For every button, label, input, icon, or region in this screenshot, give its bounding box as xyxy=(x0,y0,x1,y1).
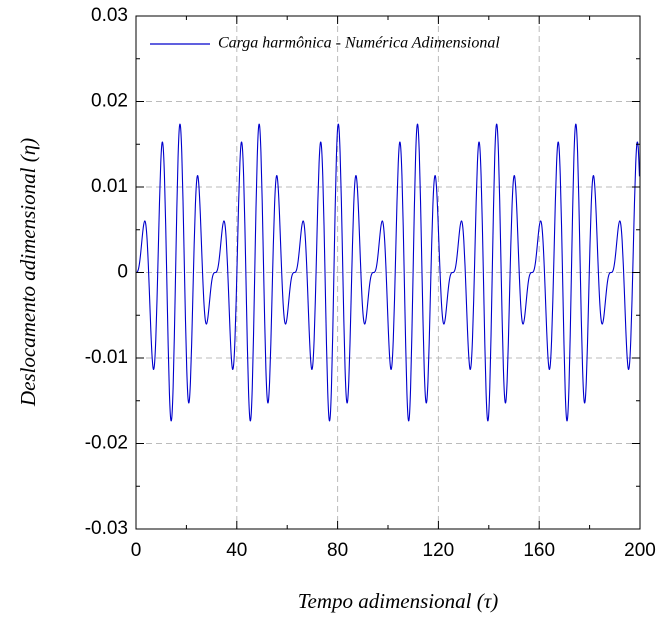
x-axis-label: Tempo adimensional (τ) xyxy=(298,589,498,613)
grid xyxy=(135,15,641,530)
data-line xyxy=(136,123,640,422)
y-tick-label: -0.02 xyxy=(85,433,128,454)
plot-area xyxy=(136,123,640,422)
y-axis-label: Deslocamento adimensional (η) xyxy=(16,138,40,407)
x-tick-label: 80 xyxy=(327,540,348,561)
x-tick-label: 120 xyxy=(423,540,455,561)
y-tick-label: -0.03 xyxy=(85,518,128,539)
x-tick-label: 0 xyxy=(131,540,142,561)
y-tick-label: 0.03 xyxy=(91,5,128,26)
y-tick-label: 0 xyxy=(117,262,128,283)
ticks: 0 40 80 120 160 200 -0.03 -0.02 -0.01 0 0.01 0.02 0.… xyxy=(85,5,656,561)
y-tick-label: -0.01 xyxy=(85,347,128,368)
x-tick-label: 160 xyxy=(523,540,555,561)
x-tick-label: 200 xyxy=(624,540,656,561)
y-tick-label: 0.01 xyxy=(91,176,128,197)
x-tick-label: 40 xyxy=(226,540,247,561)
y-tick-label: 0.02 xyxy=(91,91,128,112)
legend-label: Carga harmônica - Numérica Adimensional xyxy=(218,35,500,52)
